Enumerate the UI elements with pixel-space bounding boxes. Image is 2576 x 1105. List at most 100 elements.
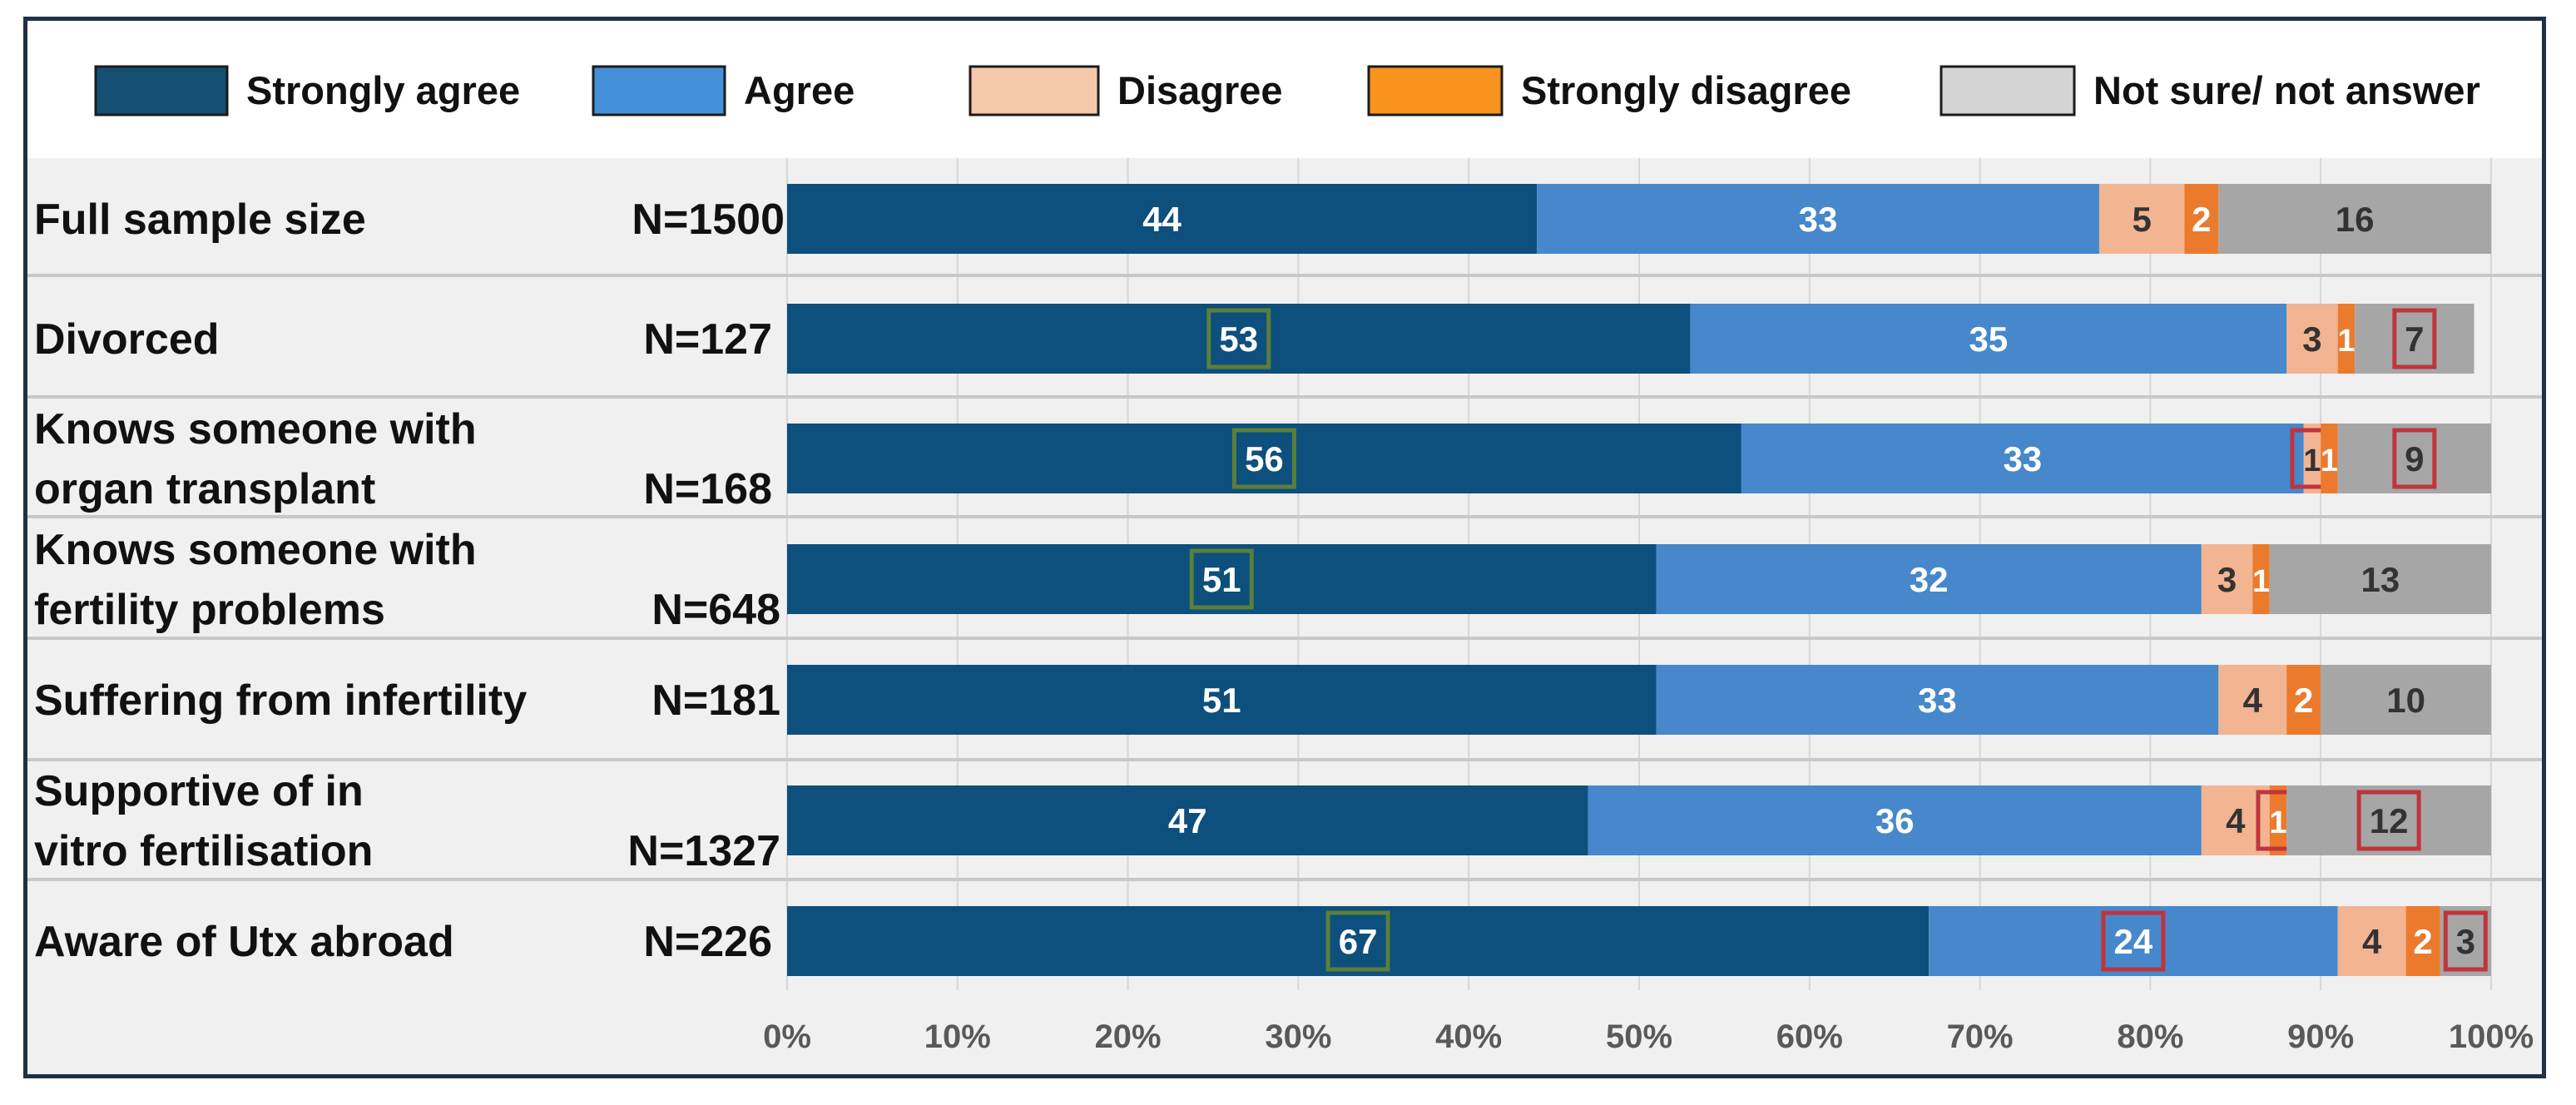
bar-not-sure-not-answer: [2321, 665, 2491, 735]
bar-not-sure-not-answer: [2218, 184, 2491, 254]
x-tick-label: 50%: [1606, 1018, 1672, 1055]
category-label: Knows someone with organ transplant: [34, 405, 477, 513]
bar-strongly-disagree: [2184, 184, 2219, 254]
data-label: 1: [2337, 324, 2355, 359]
highlight-box: [1325, 910, 1390, 972]
bar-disagree: [2218, 665, 2287, 735]
x-tick-label: 0%: [763, 1018, 811, 1055]
data-label: 7: [2405, 320, 2424, 359]
x-tick-label: 90%: [2287, 1018, 2354, 1055]
bar-disagree: [2337, 906, 2406, 976]
x-tick-label: 60%: [1776, 1018, 1843, 1055]
data-label: 32: [1910, 560, 1949, 599]
data-label: 33: [1918, 681, 1957, 720]
sample-size-label: N=648: [651, 586, 780, 634]
x-tick-label: 40%: [1435, 1018, 1502, 1055]
data-label: 36: [1875, 801, 1915, 840]
bar-strongly-disagree: [2337, 304, 2356, 374]
data-label: 2: [2294, 681, 2313, 720]
data-label: 2: [2413, 922, 2432, 961]
bar-agree: [1537, 184, 2099, 254]
data-label: 47: [1168, 801, 1207, 840]
x-tick-label: 20%: [1095, 1018, 1162, 1055]
legend-label-not-sure-not-answer: Not sure/ not answer: [2093, 68, 2480, 112]
sample-size-label: N=127: [643, 315, 772, 364]
data-label: 3: [2217, 560, 2237, 599]
x-tick-label: 30%: [1265, 1018, 1331, 1055]
data-label: 51: [1202, 681, 1241, 720]
chart-frame: Strongly agree Agree Disagree Strongly disa…: [23, 17, 2546, 1078]
bar-agree: [1656, 544, 2202, 614]
data-label: 44: [1142, 200, 1181, 239]
bar-disagree: [2098, 184, 2185, 254]
bar-strongly-agree: [787, 785, 1588, 855]
legend-swatch-strongly-disagree: [1367, 65, 1503, 116]
data-label: 1: [2252, 564, 2270, 599]
bar-strongly-disagree: [2405, 906, 2440, 976]
bar-agree: [1656, 665, 2219, 735]
data-label: 5: [2132, 200, 2151, 239]
data-label: 3: [2456, 922, 2475, 961]
x-tick-label: 70%: [1947, 1018, 2014, 1055]
highlight-box: [1206, 308, 1271, 369]
bar-strongly-agree: [787, 304, 1691, 374]
sample-size-label: N=226: [643, 918, 772, 966]
legend-label-strongly-agree: Strongly agree: [246, 68, 520, 112]
sample-size-label: N=168: [643, 465, 772, 513]
bar-strongly-agree: [787, 665, 1657, 735]
data-label: 2: [2192, 200, 2211, 239]
data-label: 1: [2321, 443, 2338, 478]
data-label: 4: [2362, 922, 2382, 961]
category-label: Supportive of in vitro fertilisation: [34, 767, 373, 875]
category-label: Suffering from infertility: [34, 676, 527, 725]
data-label: 33: [2003, 439, 2042, 478]
legend: Strongly agree Agree Disagree Strongly disa…: [94, 65, 2480, 116]
stacked-bar-chart: Strongly agree Agree Disagree Strongly disa…: [27, 65, 2542, 1074]
legend-label-strongly-disagree: Strongly disagree: [1521, 68, 1851, 112]
data-label: 16: [2336, 200, 2375, 239]
bar-disagree: [2286, 304, 2338, 374]
highlight-box: [2392, 428, 2437, 489]
bar-strongly-agree: [787, 424, 1741, 493]
highlight-box: [1231, 428, 1296, 489]
data-label: 35: [1969, 320, 2008, 359]
data-label: 1: [2269, 805, 2286, 840]
legend-label-agree: Agree: [744, 68, 855, 112]
bar-strongly-agree: [787, 906, 1930, 976]
category-labels: Full sample size N=1500 Divorced N=127 Knows…: [27, 196, 2542, 966]
data-label: 33: [1799, 200, 1838, 239]
category-label: Aware of Utx abroad: [34, 918, 454, 966]
bar-agree: [1588, 785, 2202, 855]
data-label: 53: [1219, 320, 1258, 359]
highlight-box: [2392, 308, 2437, 369]
data-label: 24: [2114, 922, 2153, 961]
x-tick-label: 10%: [924, 1018, 991, 1055]
legend-swatch-agree: [592, 65, 726, 116]
bar-not-sure-not-answer: [2355, 304, 2474, 374]
bar-disagree: [2303, 424, 2321, 493]
category-label: Divorced: [34, 315, 220, 364]
data-label: 4: [2226, 801, 2246, 840]
legend-swatch-disagree: [968, 65, 1100, 116]
bar-disagree: [2201, 544, 2253, 614]
highlight-box: [2356, 790, 2421, 851]
bar-agree: [1741, 424, 2304, 493]
sample-size-label: N=1500: [632, 196, 785, 244]
data-label: 4: [2243, 681, 2263, 720]
data-label: 13: [2361, 560, 2400, 599]
bar-strongly-disagree: [2252, 544, 2270, 614]
category-label: Knows someone with fertility problems: [34, 526, 477, 634]
data-label: 51: [1202, 560, 1241, 599]
bar-not-sure-not-answer: [2286, 785, 2491, 855]
highlight-box: [2101, 910, 2166, 972]
x-axis-ticks: 0% 10% 20% 30% 40% 50% 60% 70% 80% 90% 100%: [763, 1018, 2534, 1055]
bar-agree: [1929, 906, 2338, 976]
legend-swatch-not-sure-not-answer: [1939, 65, 2076, 116]
data-label: 12: [2370, 801, 2409, 840]
data-label: 3: [2302, 320, 2321, 359]
data-label: 1: [2303, 443, 2321, 478]
bar-not-sure-not-answer: [2440, 906, 2491, 976]
bar-strongly-agree: [787, 544, 1657, 614]
bar-strongly-disagree: [2321, 424, 2338, 493]
